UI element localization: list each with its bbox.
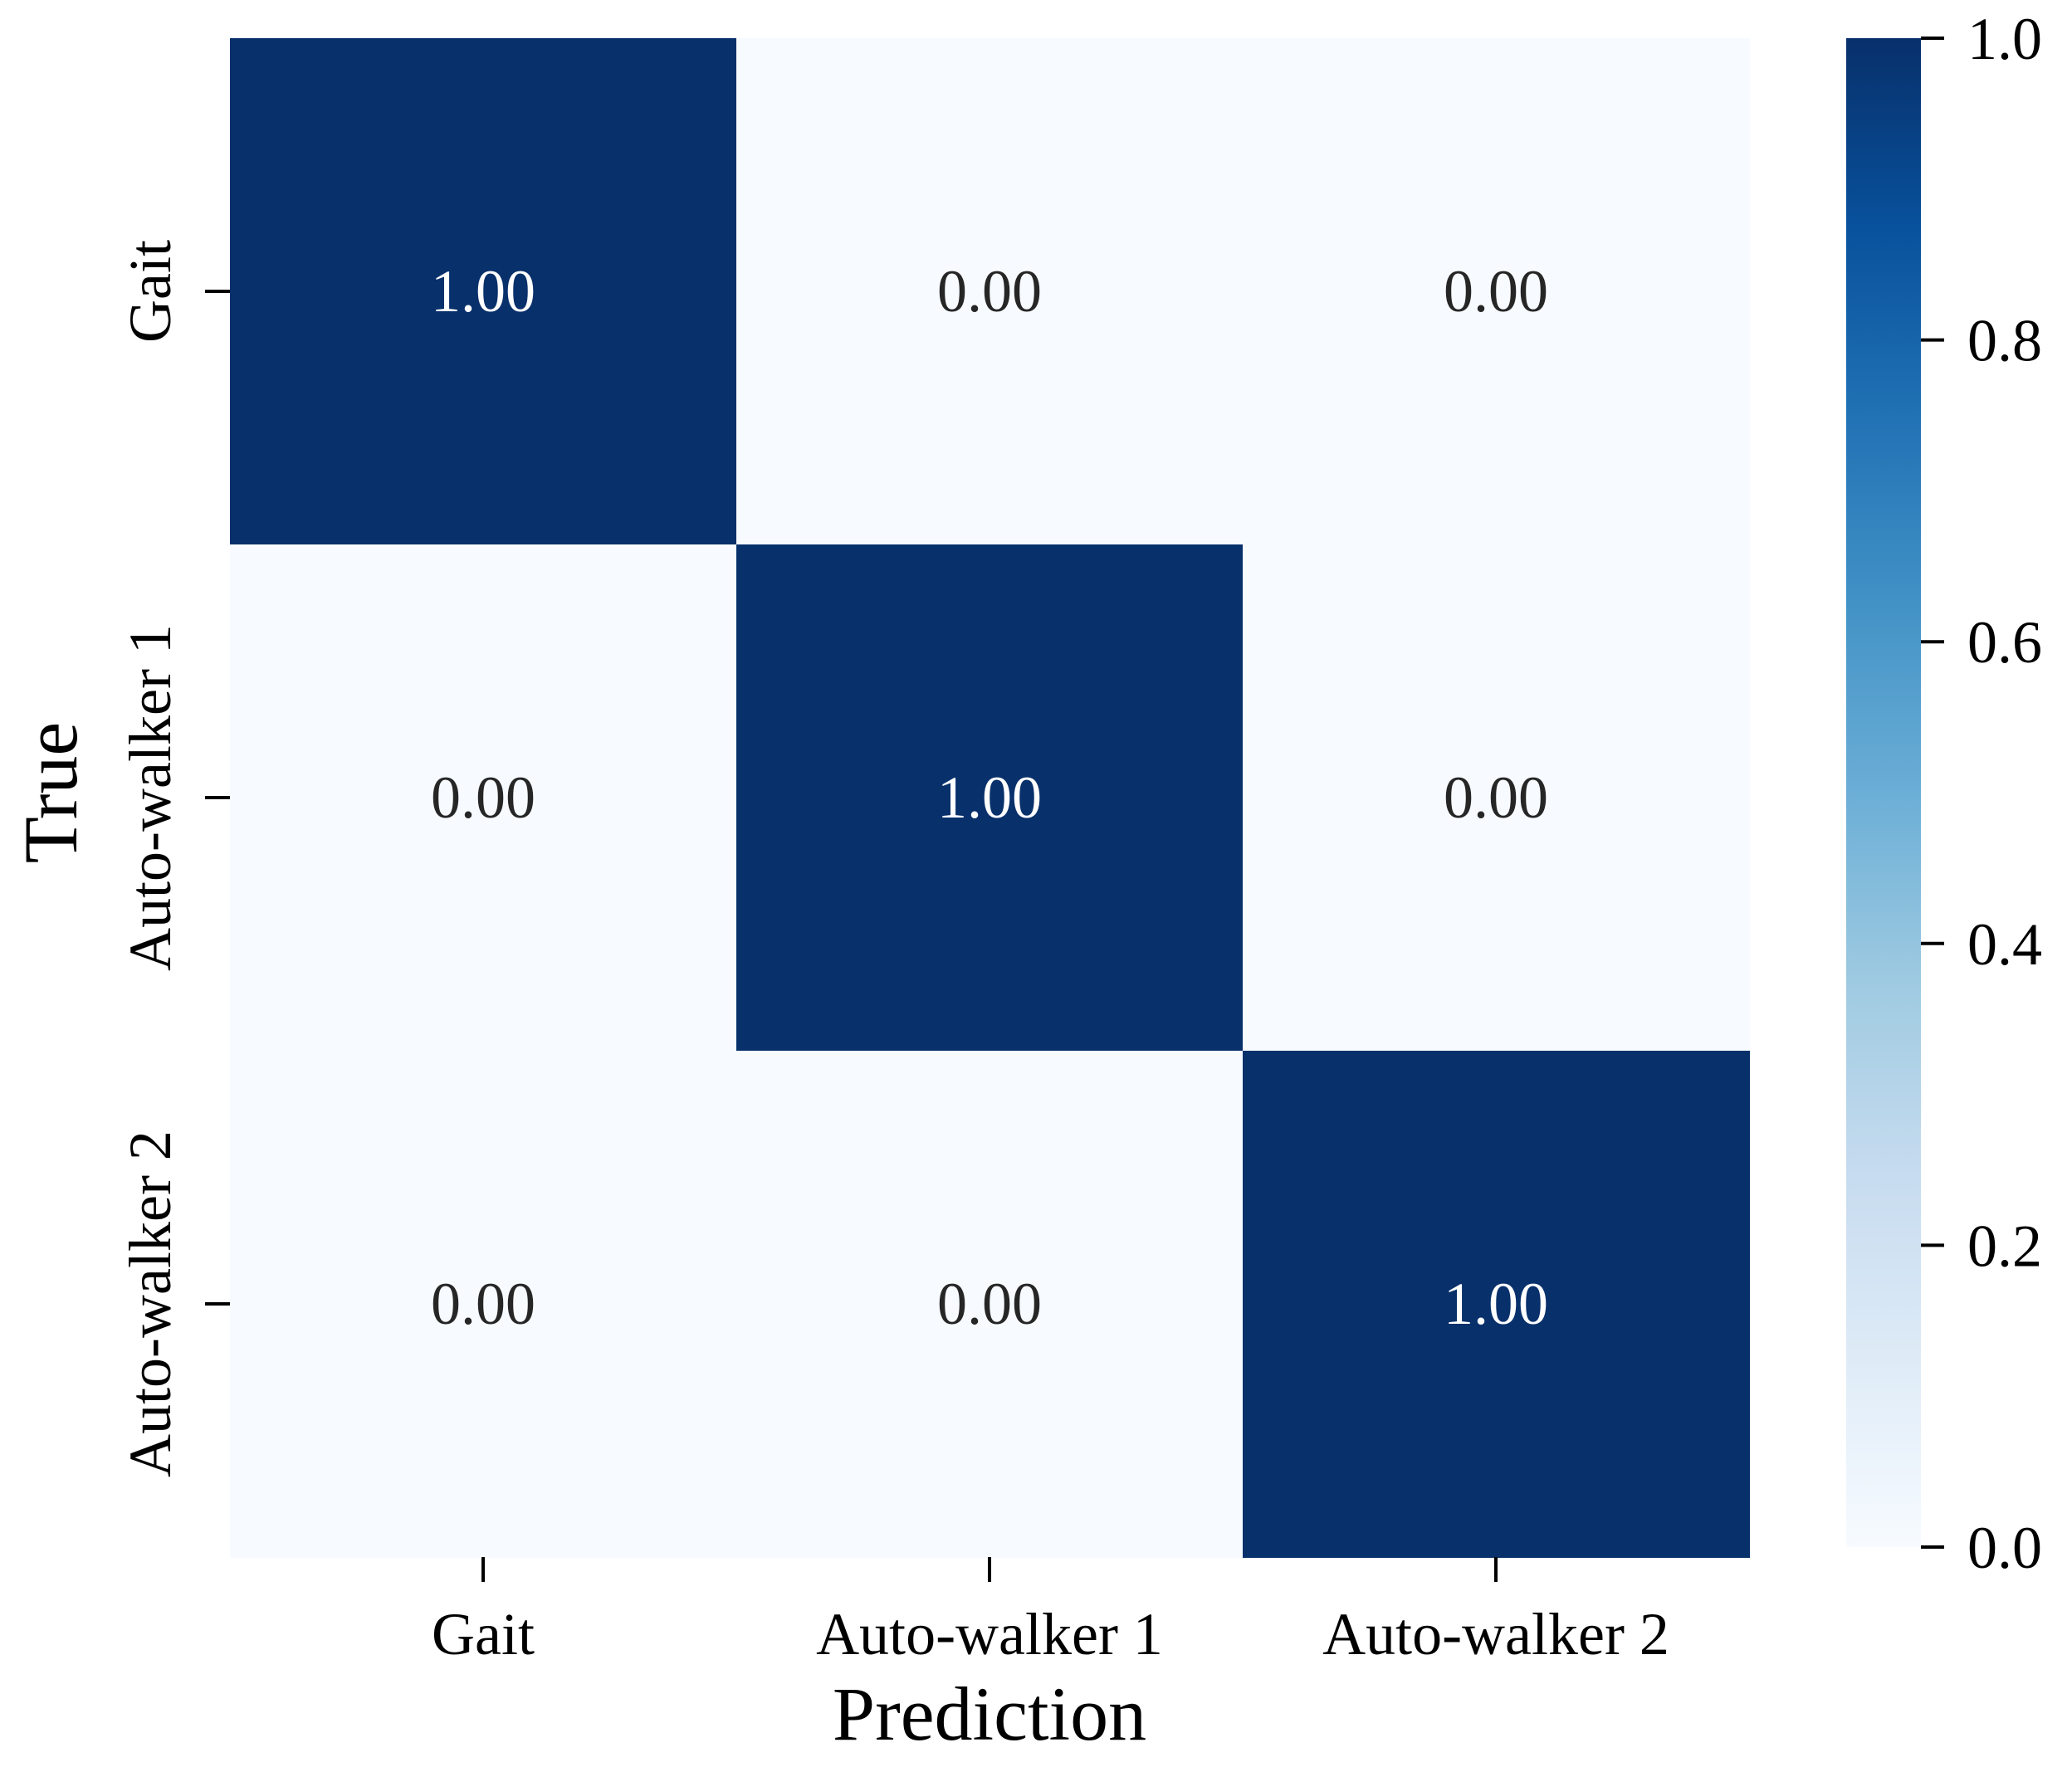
- cell-value-label: 0.00: [1444, 764, 1548, 831]
- heatmap-cell: [736, 38, 1244, 545]
- cell-value-label: 1.00: [1444, 1271, 1548, 1337]
- heatmap-cell: [230, 38, 737, 545]
- heatmap-cell: [1243, 1051, 1750, 1558]
- x-tick-label: Auto-walker 1: [816, 1601, 1163, 1667]
- y-axis-label: True: [8, 722, 93, 863]
- heatmap-cell-labels: 1.00 0.00 0.00 0.00 1.00 0.00 0.00 0.00 1.00: [431, 258, 1548, 1337]
- colorbar-tick-label: 1.0: [1967, 6, 2042, 72]
- colorbar: 0.0 0.2 0.4 0.6 0.8 1.0: [1846, 6, 2042, 1581]
- colorbar-tick-label: 0.4: [1967, 911, 2042, 978]
- y-tick-label: Gait: [117, 240, 183, 343]
- heatmap-cell: [1243, 38, 1750, 545]
- heatmap-cell: [1243, 544, 1750, 1052]
- colorbar-tick-label: 0.2: [1967, 1213, 2042, 1279]
- cell-value-label: 0.00: [1444, 258, 1548, 325]
- colorbar-tick-label: 0.0: [1967, 1515, 2042, 1581]
- cell-value-label: 0.00: [431, 764, 535, 831]
- heatmap-cell: [230, 1051, 737, 1558]
- cell-value-label: 0.00: [937, 258, 1042, 325]
- cell-value-label: 0.00: [937, 1271, 1042, 1337]
- y-axis-ticks: Gait Auto-walker 1 Auto-walker 2: [117, 240, 230, 1477]
- colorbar-tick-label: 0.8: [1967, 308, 2042, 374]
- x-tick-label: Auto-walker 2: [1322, 1601, 1669, 1667]
- y-tick-label: Auto-walker 2: [117, 1130, 183, 1477]
- heatmap-cells: [230, 38, 1750, 1558]
- heatmap-cell: [736, 1051, 1244, 1558]
- x-axis-ticks: Gait Auto-walker 1 Auto-walker 2: [432, 1557, 1669, 1667]
- cell-value-label: 1.00: [937, 764, 1042, 831]
- colorbar-gradient: [1846, 38, 1921, 1547]
- y-tick-label: Auto-walker 1: [117, 624, 183, 971]
- heatmap-cell: [736, 544, 1244, 1052]
- colorbar-ticks: 0.0 0.2 0.4 0.6 0.8 1.0: [1921, 6, 2042, 1581]
- x-tick-label: Gait: [432, 1601, 535, 1667]
- colorbar-tick-label: 0.6: [1967, 609, 2042, 676]
- cell-value-label: 0.00: [431, 1271, 535, 1337]
- cell-value-label: 1.00: [431, 258, 535, 325]
- x-axis-label: Prediction: [833, 1672, 1146, 1756]
- heatmap-cell: [230, 544, 737, 1052]
